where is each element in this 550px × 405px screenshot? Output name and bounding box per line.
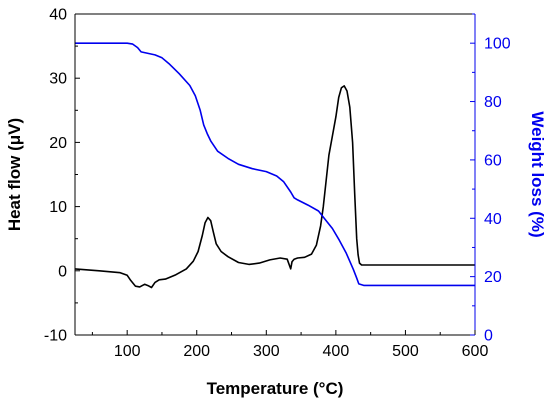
right-y-tick-label: 0 xyxy=(484,328,493,345)
left-y-axis-title: Heat flow (μV) xyxy=(5,118,24,231)
left-y-tick-label: 10 xyxy=(49,199,67,216)
left-y-tick-label: 0 xyxy=(58,263,67,280)
left-y-tick-label: 30 xyxy=(49,71,67,88)
plot-area xyxy=(74,42,475,289)
heat-flow-series-line xyxy=(74,85,475,289)
weight-loss-series-line xyxy=(75,42,475,287)
right-y-tick-label: 20 xyxy=(484,269,502,286)
x-tick-label: 300 xyxy=(253,343,280,360)
left-y-tick-label: 40 xyxy=(49,7,67,24)
axes: 100 200 300 400 500 600-100102030400204060801… xyxy=(44,7,511,361)
right-y-tick-label: 100 xyxy=(484,36,511,53)
right-y-tick-label: 60 xyxy=(484,152,502,169)
x-tick-label: 500 xyxy=(392,343,419,360)
right-y-tick-label: 80 xyxy=(484,94,502,111)
left-y-tick-label: 20 xyxy=(49,135,67,152)
right-y-axis-title: Weight loss (%) xyxy=(528,111,547,237)
right-y-tick-label: 40 xyxy=(484,211,502,228)
x-tick-label: 400 xyxy=(323,343,350,360)
x-tick-label: 100 xyxy=(114,343,141,360)
left-y-tick-label: -10 xyxy=(44,328,67,345)
x-tick-label: 200 xyxy=(183,343,210,360)
x-axis-title: Temperature (°C) xyxy=(207,379,344,398)
x-tick-label: 600 xyxy=(462,343,489,360)
